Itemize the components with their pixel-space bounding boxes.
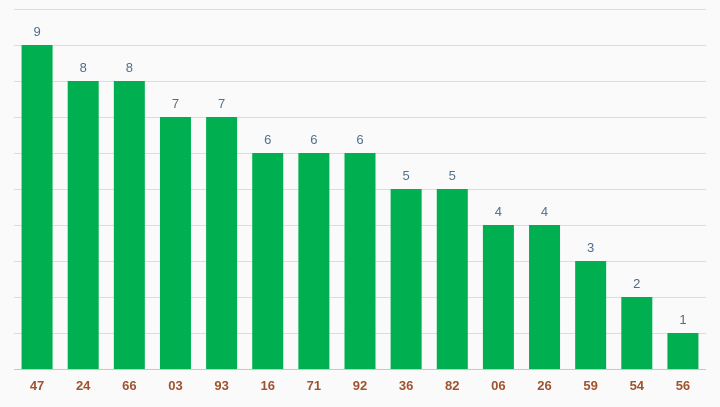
value-label-26: 4 [541,204,548,219]
value-label-66: 8 [126,60,133,75]
value-label-16: 6 [264,132,271,147]
bar-66 [113,81,145,369]
bar-06 [482,225,514,369]
value-label-59: 3 [587,240,594,255]
x-tick-label-54: 54 [630,378,645,393]
x-tick-label-03: 03 [168,378,182,393]
value-label-06: 4 [495,204,502,219]
bar-59 [575,261,607,369]
x-tick-label-16: 16 [260,378,274,393]
x-tick-label-71: 71 [307,378,321,393]
x-tick-label-82: 82 [445,378,459,393]
bar-26 [529,225,561,369]
value-label-03: 7 [172,96,179,111]
bar-24 [67,81,99,369]
bar-82 [436,189,468,369]
value-label-93: 7 [218,96,225,111]
x-tick-label-36: 36 [399,378,413,393]
bar-47 [21,45,53,369]
bar-56 [667,333,699,369]
bar-16 [252,153,284,369]
x-tick-label-66: 66 [122,378,136,393]
bar-92 [344,153,376,369]
x-tick-label-92: 92 [353,378,367,393]
value-label-56: 1 [679,312,686,327]
x-tick-label-47: 47 [30,378,44,393]
value-label-layer: 9 8 8 7 7 6 6 6 5 5 4 4 3 2 1 [33,24,686,327]
x-tick-label-56: 56 [676,378,690,393]
bar-54 [621,297,653,369]
bar-layer [21,45,699,369]
x-tick-label-59: 59 [583,378,597,393]
value-label-24: 8 [80,60,87,75]
value-label-71: 6 [310,132,317,147]
value-label-92: 6 [356,132,363,147]
value-label-47: 9 [33,24,40,39]
x-tick-label-24: 24 [76,378,91,393]
bar-93 [206,117,238,369]
value-label-36: 5 [403,168,410,183]
x-tick-label-93: 93 [214,378,228,393]
value-label-54: 2 [633,276,640,291]
value-label-82: 5 [449,168,456,183]
bar-36 [390,189,422,369]
bar-71 [298,153,330,369]
tick-label-layer: 47 24 66 03 93 16 71 92 36 82 06 26 59 54 56 [30,378,690,393]
bar-03 [159,117,191,369]
x-tick-label-06: 06 [491,378,505,393]
x-tick-label-26: 26 [537,378,551,393]
